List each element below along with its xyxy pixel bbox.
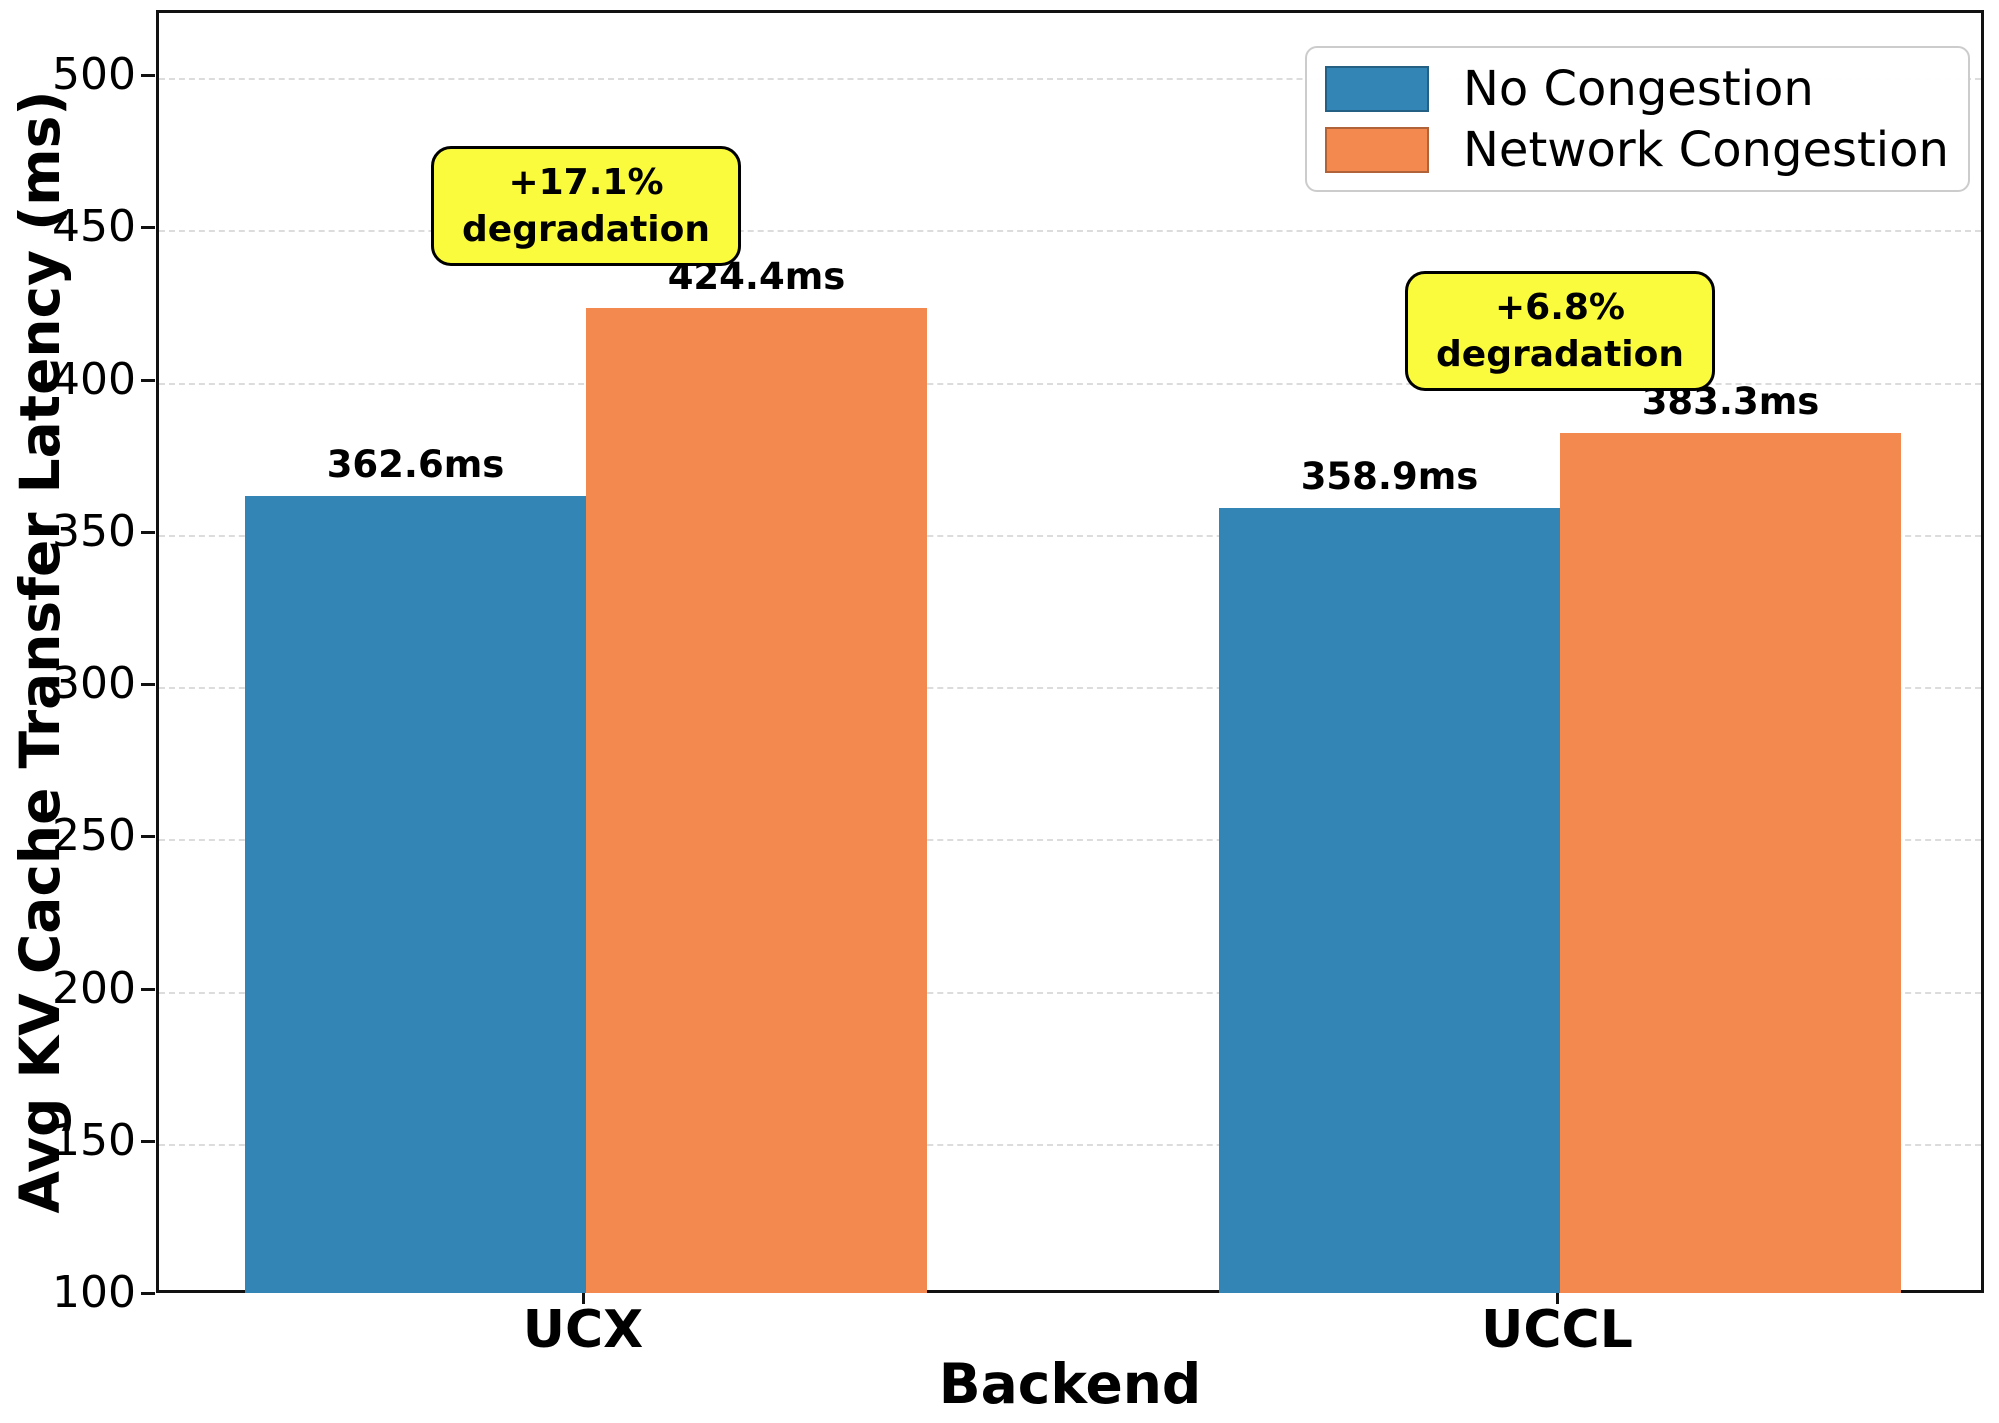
- gridline-500: [159, 78, 1981, 80]
- bar-value-label-uccl-0: 358.9ms: [1300, 454, 1479, 498]
- y-tick-label-500: 500: [52, 49, 136, 100]
- legend: No Congestion Network Congestion: [1305, 46, 1970, 192]
- y-tick-label-400: 400: [52, 353, 136, 405]
- legend-label-no-congestion: No Congestion: [1463, 60, 1814, 117]
- x-tick-label-uccl: UCCL: [1481, 1300, 1633, 1360]
- gridline-200: [159, 991, 1981, 994]
- y-tick-mark-450: [141, 226, 155, 230]
- gridline-300: [159, 687, 1981, 689]
- y-tick-label-450: 450: [52, 201, 136, 253]
- legend-row-1: Network Congestion: [1325, 123, 1950, 177]
- gridline-150: [159, 1143, 1981, 1146]
- y-tick-label-150: 150: [52, 1114, 136, 1166]
- legend-row-0: No Congestion: [1325, 62, 1950, 116]
- bar-uccl-network-congestion: [1560, 433, 1901, 1293]
- gridline-250: [159, 839, 1981, 842]
- y-tick-mark-400: [141, 378, 155, 382]
- y-tick-mark-100: [141, 1292, 155, 1295]
- plot-area: 362.6ms 358.9ms 424.4ms 383.3ms +17.1% degra…: [156, 10, 1984, 1293]
- x-tick-mark-uccl: [1556, 1291, 1559, 1304]
- bar-ucx-no-congestion: [245, 496, 586, 1293]
- y-tick-label-350: 350: [52, 505, 136, 557]
- y-tick-label-300: 300: [52, 658, 136, 709]
- y-tick-mark-500: [141, 74, 155, 77]
- x-tick-label-ucx: UCX: [522, 1300, 644, 1360]
- gridline-400: [159, 382, 1981, 385]
- bar-value-label-ucx-0: 362.6ms: [326, 443, 505, 487]
- y-tick-mark-200: [141, 987, 155, 991]
- gridline-350: [159, 534, 1981, 537]
- gridline-450: [159, 230, 1981, 233]
- degradation-annotation-uccl: +6.8% degradation: [1405, 270, 1715, 391]
- y-tick-label-200: 200: [52, 962, 136, 1014]
- y-axis-title: Avg KV Cache Transfer Latency (ms): [8, 90, 72, 1214]
- legend-label-network-congestion: Network Congestion: [1463, 121, 1949, 178]
- legend-swatch-no-congestion: [1325, 65, 1429, 112]
- legend-swatch-network-congestion: [1325, 126, 1429, 173]
- bar-ucx-network-congestion: [586, 308, 927, 1293]
- x-axis-title: Backend: [938, 1352, 1202, 1416]
- y-tick-mark-150: [141, 1139, 155, 1143]
- y-tick-label-250: 250: [52, 810, 136, 862]
- y-tick-mark-350: [141, 530, 155, 534]
- degradation-annotation-ucx: +17.1% degradation: [431, 145, 741, 266]
- bar-uccl-no-congestion: [1219, 507, 1560, 1293]
- x-tick-mark-ucx: [582, 1291, 585, 1304]
- y-tick-label-100: 100: [52, 1267, 136, 1318]
- y-tick-mark-250: [141, 835, 155, 839]
- y-tick-mark-300: [141, 683, 155, 686]
